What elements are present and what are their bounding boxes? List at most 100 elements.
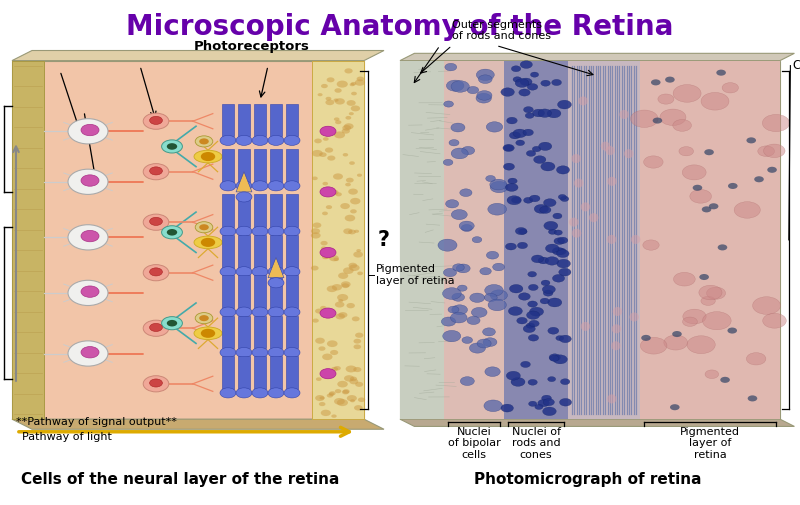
Circle shape [284,135,300,145]
Circle shape [486,175,495,182]
Circle shape [335,98,345,105]
Circle shape [486,122,502,132]
Circle shape [548,327,559,334]
Circle shape [452,293,465,301]
Circle shape [553,213,562,219]
Circle shape [334,131,345,138]
Bar [270,149,282,182]
Circle shape [346,395,357,401]
Circle shape [220,347,236,358]
Circle shape [543,198,556,207]
Circle shape [556,248,566,255]
Circle shape [486,251,498,259]
Circle shape [68,225,108,250]
Circle shape [462,146,474,155]
Circle shape [558,194,566,199]
Circle shape [195,222,213,233]
Bar [286,149,298,182]
Circle shape [456,264,470,273]
Bar [254,194,266,227]
Circle shape [340,203,350,209]
Circle shape [268,135,284,145]
Circle shape [236,307,252,317]
Circle shape [460,377,474,385]
Circle shape [640,337,667,354]
Circle shape [478,75,492,83]
Circle shape [350,379,358,384]
Circle shape [556,335,564,340]
Circle shape [268,388,284,398]
Circle shape [530,307,543,316]
Circle shape [356,249,361,252]
Circle shape [150,268,162,276]
Circle shape [528,334,538,341]
Circle shape [143,376,169,392]
Bar [286,275,298,308]
Circle shape [718,244,727,250]
Text: Nuclei
of bipolar
cells: Nuclei of bipolar cells [448,427,500,460]
Circle shape [343,267,354,274]
Circle shape [326,205,332,209]
Circle shape [503,144,514,151]
Circle shape [763,144,785,158]
Circle shape [538,142,552,150]
Circle shape [542,407,556,416]
Circle shape [548,377,556,382]
Circle shape [510,284,523,293]
Circle shape [518,229,527,234]
Circle shape [320,247,336,258]
Circle shape [319,402,326,406]
Bar [254,275,266,308]
Circle shape [704,149,714,155]
Circle shape [438,239,457,251]
Circle shape [318,93,322,96]
Circle shape [349,265,360,271]
Circle shape [665,77,674,83]
Bar [238,235,250,268]
Circle shape [320,187,336,197]
Circle shape [334,117,339,121]
Circle shape [319,153,326,157]
Circle shape [687,336,715,354]
Circle shape [335,301,345,308]
Circle shape [644,156,663,168]
Circle shape [458,285,467,291]
Circle shape [354,251,363,258]
Circle shape [68,341,108,366]
Circle shape [268,267,284,277]
Circle shape [515,227,526,235]
Circle shape [462,225,472,231]
Circle shape [343,228,353,234]
Circle shape [81,230,99,242]
Circle shape [540,206,551,214]
Circle shape [471,308,487,317]
Text: Choroid: Choroid [792,59,800,72]
Circle shape [167,320,178,327]
Bar [568,61,640,419]
Circle shape [442,330,461,342]
Circle shape [558,100,571,109]
Circle shape [349,112,354,115]
Text: Photomicrograph of retina: Photomicrograph of retina [474,472,702,487]
Circle shape [753,297,781,314]
Circle shape [342,390,349,394]
Ellipse shape [613,307,622,316]
Circle shape [334,88,342,93]
Ellipse shape [581,322,590,331]
Circle shape [318,346,326,351]
Circle shape [559,398,572,406]
Circle shape [453,264,464,271]
Circle shape [326,97,331,100]
Circle shape [268,226,284,236]
Bar [238,356,250,389]
Circle shape [236,267,252,277]
Circle shape [673,120,691,131]
Circle shape [167,143,178,150]
Circle shape [220,181,236,191]
Circle shape [518,242,527,248]
Circle shape [557,259,570,268]
Circle shape [488,299,506,311]
Circle shape [526,150,536,157]
Circle shape [199,138,209,144]
Circle shape [326,393,333,397]
